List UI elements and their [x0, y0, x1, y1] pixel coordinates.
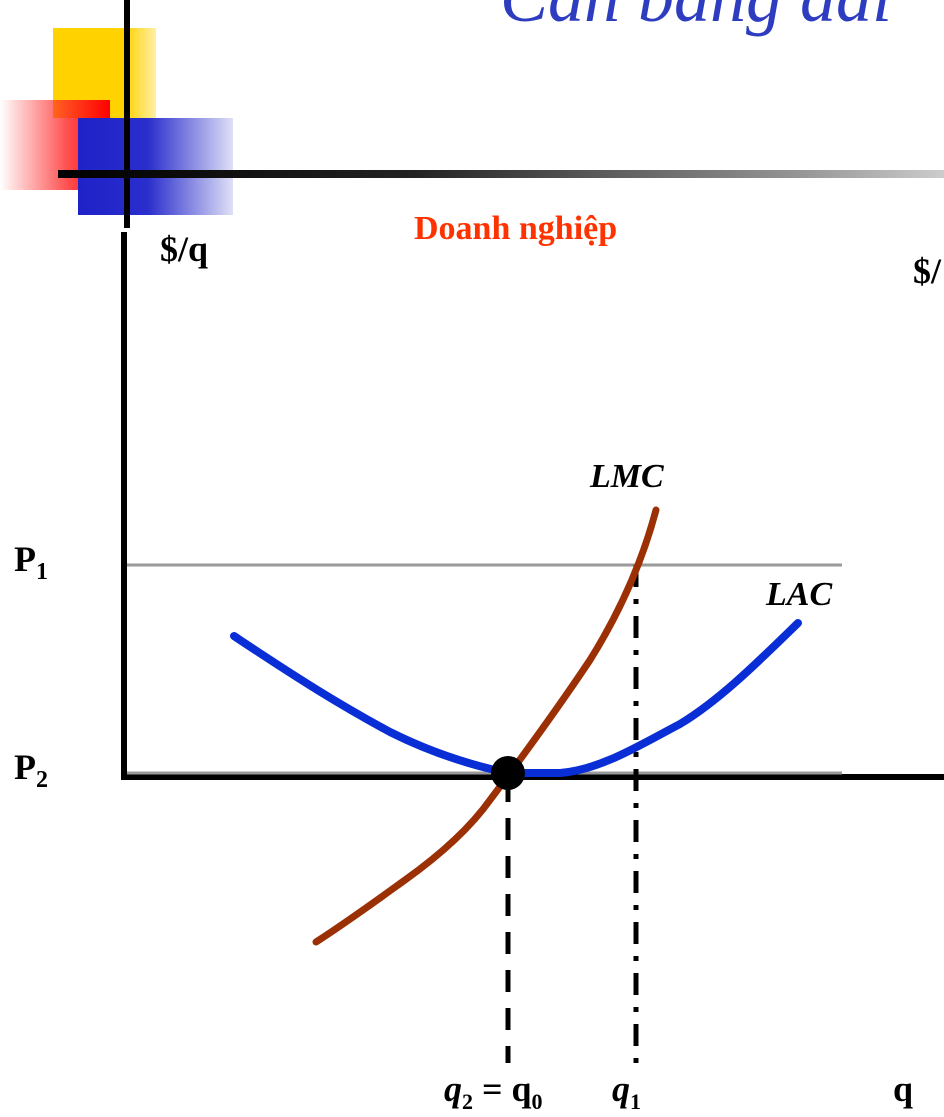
p1-letter: P [14, 539, 36, 579]
header-horizontal-rule [58, 170, 944, 178]
y-axis-label: $/q [160, 229, 209, 269]
slide-title: Cân bằng dài [500, 0, 892, 39]
p1-label: P1 [14, 538, 48, 586]
lmc-curve [312, 506, 660, 946]
q2-label: q2 = q0 [444, 1068, 543, 1115]
blue-square-decoration [78, 118, 233, 215]
x-axis-label: q [893, 1069, 914, 1109]
q2-letter: q [444, 1069, 462, 1109]
q0-equality: = q [473, 1069, 532, 1109]
second-panel-y-axis-label: $/ [913, 251, 942, 291]
q1-label: q1 [612, 1068, 641, 1115]
q0-subscript: 0 [531, 1089, 543, 1115]
p2-subscript: 2 [36, 767, 48, 794]
q1-letter: q [612, 1069, 630, 1109]
header-vertical-rule [124, 0, 130, 228]
q2-subscript: 2 [462, 1089, 473, 1115]
equilibrium-point [491, 756, 525, 790]
lac-curve [230, 619, 802, 777]
lmc-label: LMC [590, 458, 664, 495]
panel-title: Doanh nghiệp [414, 210, 618, 247]
lac-label: LAC [766, 576, 833, 613]
p1-subscript: 1 [36, 559, 48, 586]
q1-subscript: 1 [630, 1089, 641, 1115]
p2-letter: P [14, 747, 36, 787]
p2-label: P2 [14, 746, 48, 794]
